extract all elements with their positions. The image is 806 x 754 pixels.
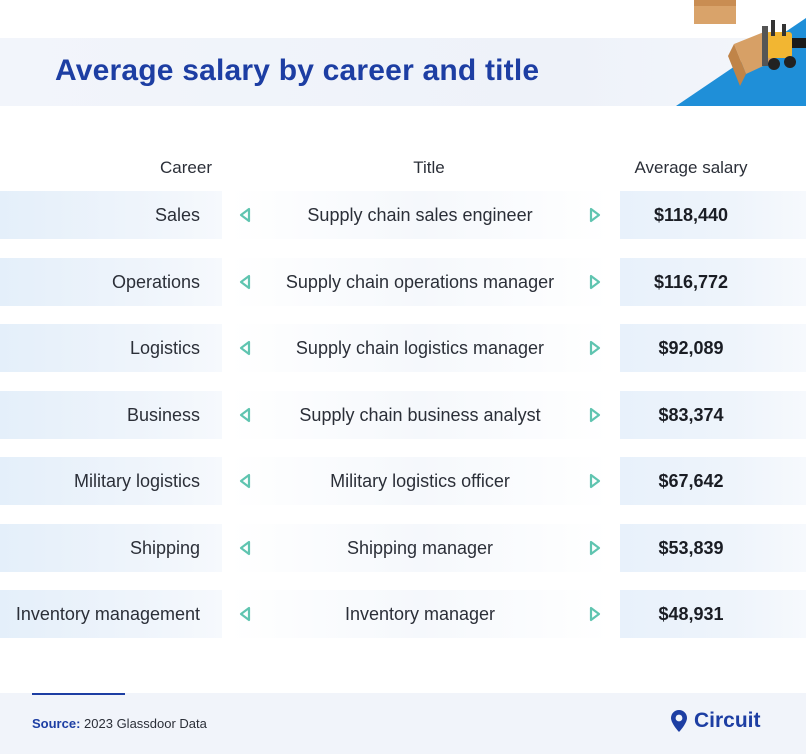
career-label: Military logistics [73,470,200,491]
footer: Source: 2023 Glassdoor Data Circuit [0,693,806,754]
salary-cell: $92,089 [620,324,806,372]
chevron-left-icon [239,473,251,489]
career-cell: Military logistics [0,457,222,505]
source-text: 2023 Glassdoor Data [84,716,207,731]
job-title: Shipping manager [346,537,494,558]
career-cell: Business [0,391,222,439]
job-title: Supply chain logistics manager [295,337,545,358]
salary-value: $118,440 [653,204,729,225]
career-label: Business [126,404,200,425]
chevron-right-icon [589,340,601,356]
salary-value: $92,089 [658,337,724,358]
salary-value: $67,642 [658,470,724,491]
brand-logo: Circuit [670,708,761,734]
title-cell: Supply chain operations manager [230,258,610,306]
title-cell: Supply chain business analyst [230,391,610,439]
title-cell: Supply chain logistics manager [230,324,610,372]
table-row: Shipping Shipping manager $53,839 [0,524,806,572]
location-pin-icon [671,710,687,732]
chevron-right-icon [589,606,601,622]
table-row: Sales Supply chain sales engineer $118,440 [0,191,806,239]
salary-cell: $53,839 [620,524,806,572]
career-cell: Inventory management [0,590,222,638]
source-note: Source: 2023 Glassdoor Data [32,716,207,731]
career-label: Sales [154,204,200,225]
table-row: Military logistics Military logistics off… [0,457,806,505]
forklift-illustration [676,0,806,106]
box-icon [694,0,736,24]
page-title: Average salary by career and title [55,54,540,87]
chevron-left-icon [239,606,251,622]
career-cell: Sales [0,191,222,239]
chevron-left-icon [239,207,251,223]
chevron-left-icon [239,274,251,290]
title-cell: Inventory manager [230,590,610,638]
career-label: Inventory management [15,603,200,624]
salary-cell: $67,642 [620,457,806,505]
salary-cell: $83,374 [620,391,806,439]
brand-name: Circuit [694,709,761,732]
salary-value: $53,839 [658,537,724,558]
job-title: Supply chain sales engineer [307,204,533,225]
chevron-right-icon [589,274,601,290]
job-title: Supply chain operations manager [285,271,555,292]
salary-value: $83,374 [658,404,724,425]
salary-value: $116,772 [653,271,729,292]
salary-cell: $116,772 [620,258,806,306]
title-cell: Military logistics officer [230,457,610,505]
career-label: Shipping [129,537,200,558]
chevron-right-icon [589,473,601,489]
source-label: Source: [32,716,81,731]
table-row: Operations Supply chain operations manage… [0,258,806,306]
table-row: Logistics Supply chain logistics manager $… [0,324,806,372]
career-cell: Shipping [0,524,222,572]
column-header-career: Career [160,158,212,177]
chevron-left-icon [239,340,251,356]
column-header-title: Title [413,158,445,177]
title-cell: Shipping manager [230,524,610,572]
salary-cell: $48,931 [620,590,806,638]
title-band [0,38,806,106]
job-title: Supply chain business analyst [299,404,541,425]
chevron-right-icon [589,407,601,423]
career-cell: Operations [0,258,222,306]
job-title: Military logistics officer [330,470,510,491]
career-label: Operations [111,271,200,292]
salary-value: $48,931 [658,603,724,624]
table-row: Business Supply chain business analyst $83… [0,391,806,439]
chevron-left-icon [239,540,251,556]
career-label: Logistics [129,337,200,358]
chevron-left-icon [239,407,251,423]
title-cell: Supply chain sales engineer [230,191,610,239]
salary-cell: $118,440 [620,191,806,239]
chevron-right-icon [589,540,601,556]
forklift-icon [762,20,806,70]
job-title: Inventory manager [344,603,496,624]
column-header-salary: Average salary [634,158,748,177]
career-cell: Logistics [0,324,222,372]
footer-divider [32,693,125,695]
table-row: Inventory management Inventory manager $48… [0,590,806,638]
chevron-right-icon [589,207,601,223]
